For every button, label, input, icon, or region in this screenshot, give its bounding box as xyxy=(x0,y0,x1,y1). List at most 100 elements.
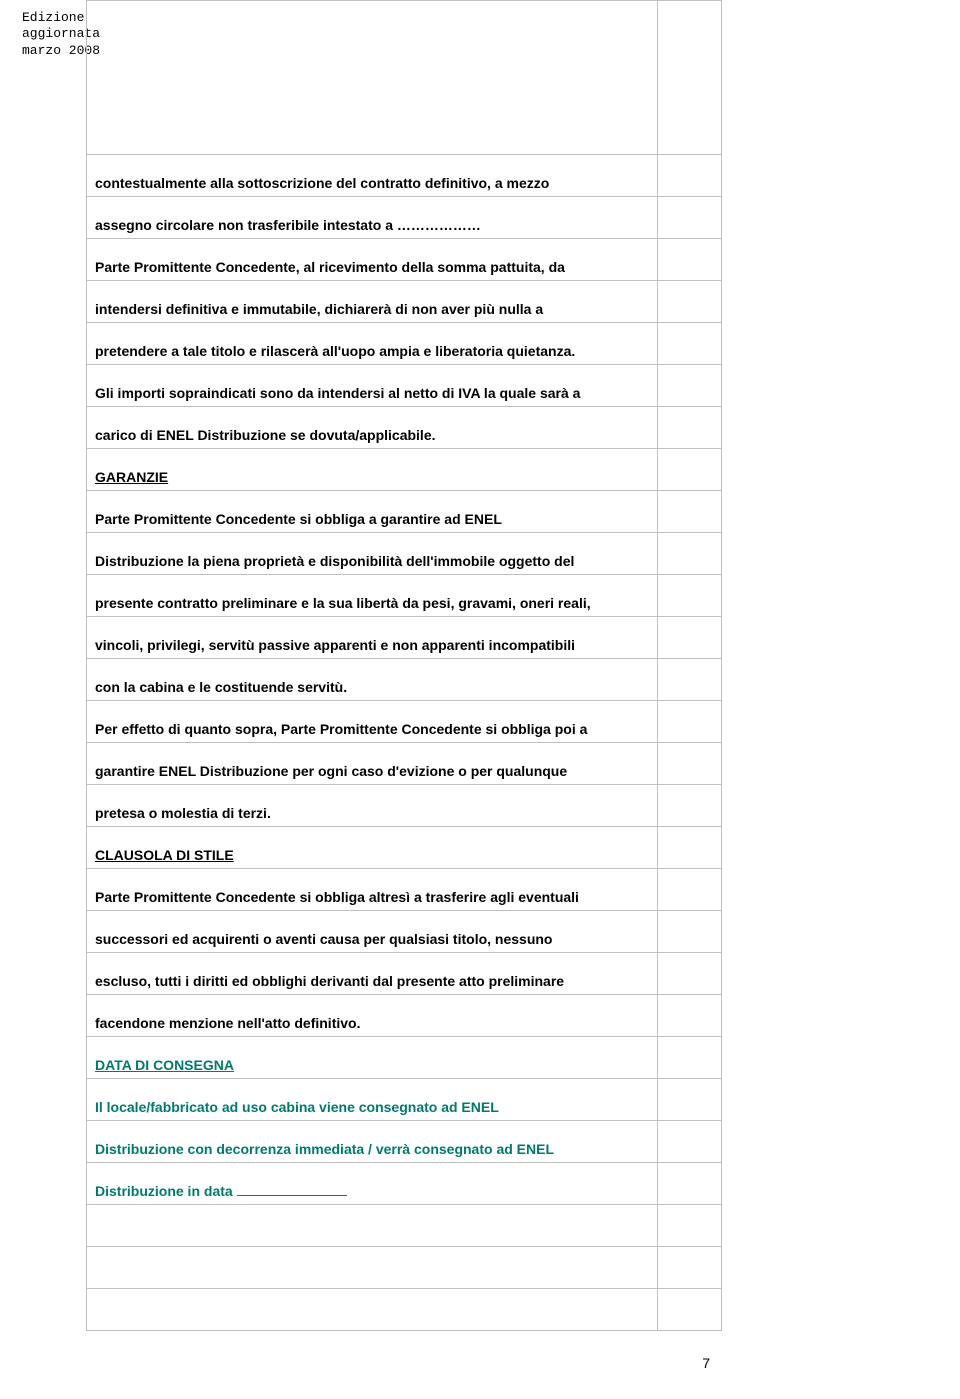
table-cell-right xyxy=(658,701,722,743)
table-cell-text: facendone menzione nell'atto definitivo. xyxy=(87,995,658,1037)
table-cell-right xyxy=(658,785,722,827)
table-row: Parte Promittente Concedente, al ricevim… xyxy=(87,239,722,281)
table-cell-text: garantire ENEL Distribuzione per ogni ca… xyxy=(87,743,658,785)
table-row: Distribuzione in data xyxy=(87,1163,722,1205)
line-text: garantire ENEL Distribuzione per ogni ca… xyxy=(95,763,567,779)
table-row: Il locale/fabbricato ad uso cabina viene… xyxy=(87,1079,722,1121)
table-cell-right xyxy=(658,911,722,953)
table-cell-text: Gli importi sopraindicati sono da intend… xyxy=(87,365,658,407)
table-cell-text: contestualmente alla sottoscrizione del … xyxy=(87,155,658,197)
table-cell-right xyxy=(658,575,722,617)
table-cell-right xyxy=(658,953,722,995)
table-cell-right xyxy=(658,995,722,1037)
table-cell-right xyxy=(658,197,722,239)
line-text: CLAUSOLA DI STILE xyxy=(95,847,234,863)
table-cell-empty-right xyxy=(658,1247,722,1289)
line-text: Gli importi sopraindicati sono da intend… xyxy=(95,385,580,401)
table-row: CLAUSOLA DI STILE xyxy=(87,827,722,869)
line-text: Distribuzione la piena proprietà e dispo… xyxy=(95,553,574,569)
table-cell-right xyxy=(658,1037,722,1079)
blank-fill-line xyxy=(237,1195,347,1196)
table-row: intendersi definitiva e immutabile, dich… xyxy=(87,281,722,323)
table-cell-right xyxy=(658,659,722,701)
line-text: contestualmente alla sottoscrizione del … xyxy=(95,175,549,191)
table-cell-empty xyxy=(87,1247,658,1289)
line-text: carico di ENEL Distribuzione se dovuta/a… xyxy=(95,427,436,443)
table-cell-right xyxy=(658,323,722,365)
table-cell-text: Per effetto di quanto sopra, Parte Promi… xyxy=(87,701,658,743)
table-row: garantire ENEL Distribuzione per ogni ca… xyxy=(87,743,722,785)
line-text: Distribuzione con decorrenza immediata /… xyxy=(95,1141,554,1157)
content-table: contestualmente alla sottoscrizione del … xyxy=(86,0,722,1331)
table-cell-empty xyxy=(87,1205,658,1247)
line-text: Distribuzione in data xyxy=(95,1183,237,1199)
line-text: pretendere a tale titolo e rilascerà all… xyxy=(95,343,575,359)
line-text: DATA DI CONSEGNA xyxy=(95,1057,234,1073)
table-cell-text: Distribuzione in data xyxy=(87,1163,658,1205)
line-text: Per effetto di quanto sopra, Parte Promi… xyxy=(95,721,587,737)
table-row: Parte Promittente Concedente si obbliga … xyxy=(87,491,722,533)
table-cell-empty-right xyxy=(658,1289,722,1331)
table-row: presente contratto preliminare e la sua … xyxy=(87,575,722,617)
line-text: GARANZIE xyxy=(95,469,168,485)
line-text: escluso, tutti i diritti ed obblighi der… xyxy=(95,973,564,989)
table-cell-right xyxy=(658,827,722,869)
table-row: facendone menzione nell'atto definitivo. xyxy=(87,995,722,1037)
table-cell-text: GARANZIE xyxy=(87,449,658,491)
table-cell-text: presente contratto preliminare e la sua … xyxy=(87,575,658,617)
table-cell-right xyxy=(658,533,722,575)
table-cell-spacer-right xyxy=(658,1,722,155)
table-cell-text: con la cabina e le costituende servitù. xyxy=(87,659,658,701)
edition-line1: Edizione xyxy=(22,10,84,25)
table-cell-right xyxy=(658,1079,722,1121)
table-cell-right xyxy=(658,155,722,197)
page-number: 7 xyxy=(702,1355,710,1371)
table-cell-text: escluso, tutti i diritti ed obblighi der… xyxy=(87,953,658,995)
table-cell-text: Distribuzione con decorrenza immediata /… xyxy=(87,1121,658,1163)
line-text: successori ed acquirenti o aventi causa … xyxy=(95,931,552,947)
line-text: Parte Promittente Concedente si obbliga … xyxy=(95,511,502,527)
line-text: con la cabina e le costituende servitù. xyxy=(95,679,347,695)
line-text: assegno circolare non trasferibile intes… xyxy=(95,217,481,233)
table-row: vincoli, privilegi, servitù passive appa… xyxy=(87,617,722,659)
table-row: escluso, tutti i diritti ed obblighi der… xyxy=(87,953,722,995)
table-cell-empty xyxy=(87,1289,658,1331)
table-cell-text: CLAUSOLA DI STILE xyxy=(87,827,658,869)
table-cell-text: vincoli, privilegi, servitù passive appa… xyxy=(87,617,658,659)
table-row: assegno circolare non trasferibile intes… xyxy=(87,197,722,239)
table-cell-right xyxy=(658,281,722,323)
table-cell-empty-right xyxy=(658,1205,722,1247)
table-row: carico di ENEL Distribuzione se dovuta/a… xyxy=(87,407,722,449)
table-cell-text: Parte Promittente Concedente, al ricevim… xyxy=(87,239,658,281)
line-text: Parte Promittente Concedente si obbliga … xyxy=(95,889,579,905)
table-row: successori ed acquirenti o aventi causa … xyxy=(87,911,722,953)
table-row: DATA DI CONSEGNA xyxy=(87,1037,722,1079)
table-cell-right xyxy=(658,491,722,533)
table-cell-text: pretendere a tale titolo e rilascerà all… xyxy=(87,323,658,365)
table-cell-right xyxy=(658,239,722,281)
table-row: pretesa o molestia di terzi. xyxy=(87,785,722,827)
table-cell-right xyxy=(658,449,722,491)
line-text: pretesa o molestia di terzi. xyxy=(95,805,271,821)
line-text: vincoli, privilegi, servitù passive appa… xyxy=(95,637,575,653)
line-text: intendersi definitiva e immutabile, dich… xyxy=(95,301,543,317)
table-cell-text: Parte Promittente Concedente si obbliga … xyxy=(87,869,658,911)
line-text: presente contratto preliminare e la sua … xyxy=(95,595,591,611)
line-text: Il locale/fabbricato ad uso cabina viene… xyxy=(95,1099,499,1115)
table-cell-right xyxy=(658,1121,722,1163)
table-cell-text: intendersi definitiva e immutabile, dich… xyxy=(87,281,658,323)
document-page: Edizione aggiornata marzo 2008 contestua… xyxy=(0,0,960,1399)
table-cell-right xyxy=(658,407,722,449)
line-text: Parte Promittente Concedente, al ricevim… xyxy=(95,259,565,275)
table-row: Distribuzione con decorrenza immediata /… xyxy=(87,1121,722,1163)
table-cell-text: Il locale/fabbricato ad uso cabina viene… xyxy=(87,1079,658,1121)
table-cell-text: assegno circolare non trasferibile intes… xyxy=(87,197,658,239)
table-row: contestualmente alla sottoscrizione del … xyxy=(87,155,722,197)
table-cell-right xyxy=(658,1163,722,1205)
table-cell-text: DATA DI CONSEGNA xyxy=(87,1037,658,1079)
table-cell-spacer xyxy=(87,1,658,155)
table-cell-text: carico di ENEL Distribuzione se dovuta/a… xyxy=(87,407,658,449)
table-row: Per effetto di quanto sopra, Parte Promi… xyxy=(87,701,722,743)
table-cell-text: Parte Promittente Concedente si obbliga … xyxy=(87,491,658,533)
table-cell-text: pretesa o molestia di terzi. xyxy=(87,785,658,827)
